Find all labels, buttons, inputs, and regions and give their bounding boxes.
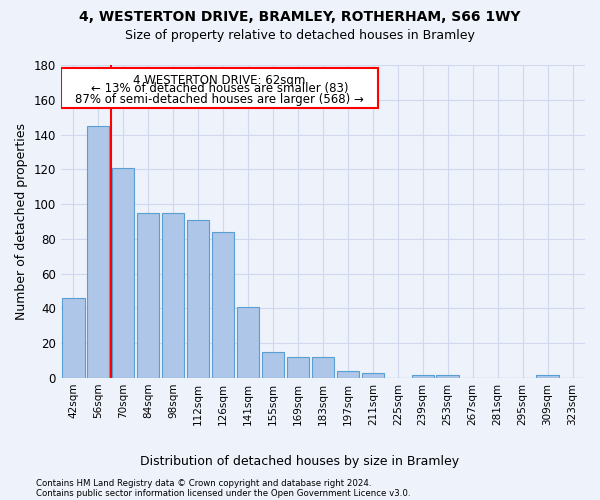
Bar	[87, 126, 109, 378]
Y-axis label: Number of detached properties: Number of detached properties	[15, 123, 28, 320]
Bar	[536, 374, 559, 378]
Bar	[337, 371, 359, 378]
Text: Size of property relative to detached houses in Bramley: Size of property relative to detached ho…	[125, 29, 475, 42]
Text: 87% of semi-detached houses are larger (568) →: 87% of semi-detached houses are larger (…	[75, 93, 364, 106]
Bar	[62, 298, 85, 378]
Bar	[362, 373, 384, 378]
Text: 4 WESTERTON DRIVE: 62sqm: 4 WESTERTON DRIVE: 62sqm	[133, 74, 305, 86]
Bar	[262, 352, 284, 378]
Text: 4, WESTERTON DRIVE, BRAMLEY, ROTHERHAM, S66 1WY: 4, WESTERTON DRIVE, BRAMLEY, ROTHERHAM, …	[79, 10, 521, 24]
Text: ← 13% of detached houses are smaller (83): ← 13% of detached houses are smaller (83…	[91, 82, 348, 96]
Text: Contains HM Land Registry data © Crown copyright and database right 2024.: Contains HM Land Registry data © Crown c…	[36, 478, 371, 488]
Bar	[212, 232, 234, 378]
Bar	[237, 306, 259, 378]
Bar	[436, 374, 459, 378]
Bar	[162, 213, 184, 378]
Bar	[287, 357, 309, 378]
Bar	[311, 357, 334, 378]
Bar	[412, 374, 434, 378]
Bar	[187, 220, 209, 378]
Bar	[112, 168, 134, 378]
Bar	[61, 68, 378, 108]
Text: Contains public sector information licensed under the Open Government Licence v3: Contains public sector information licen…	[36, 488, 410, 498]
Text: Distribution of detached houses by size in Bramley: Distribution of detached houses by size …	[140, 454, 460, 468]
Bar	[137, 213, 160, 378]
